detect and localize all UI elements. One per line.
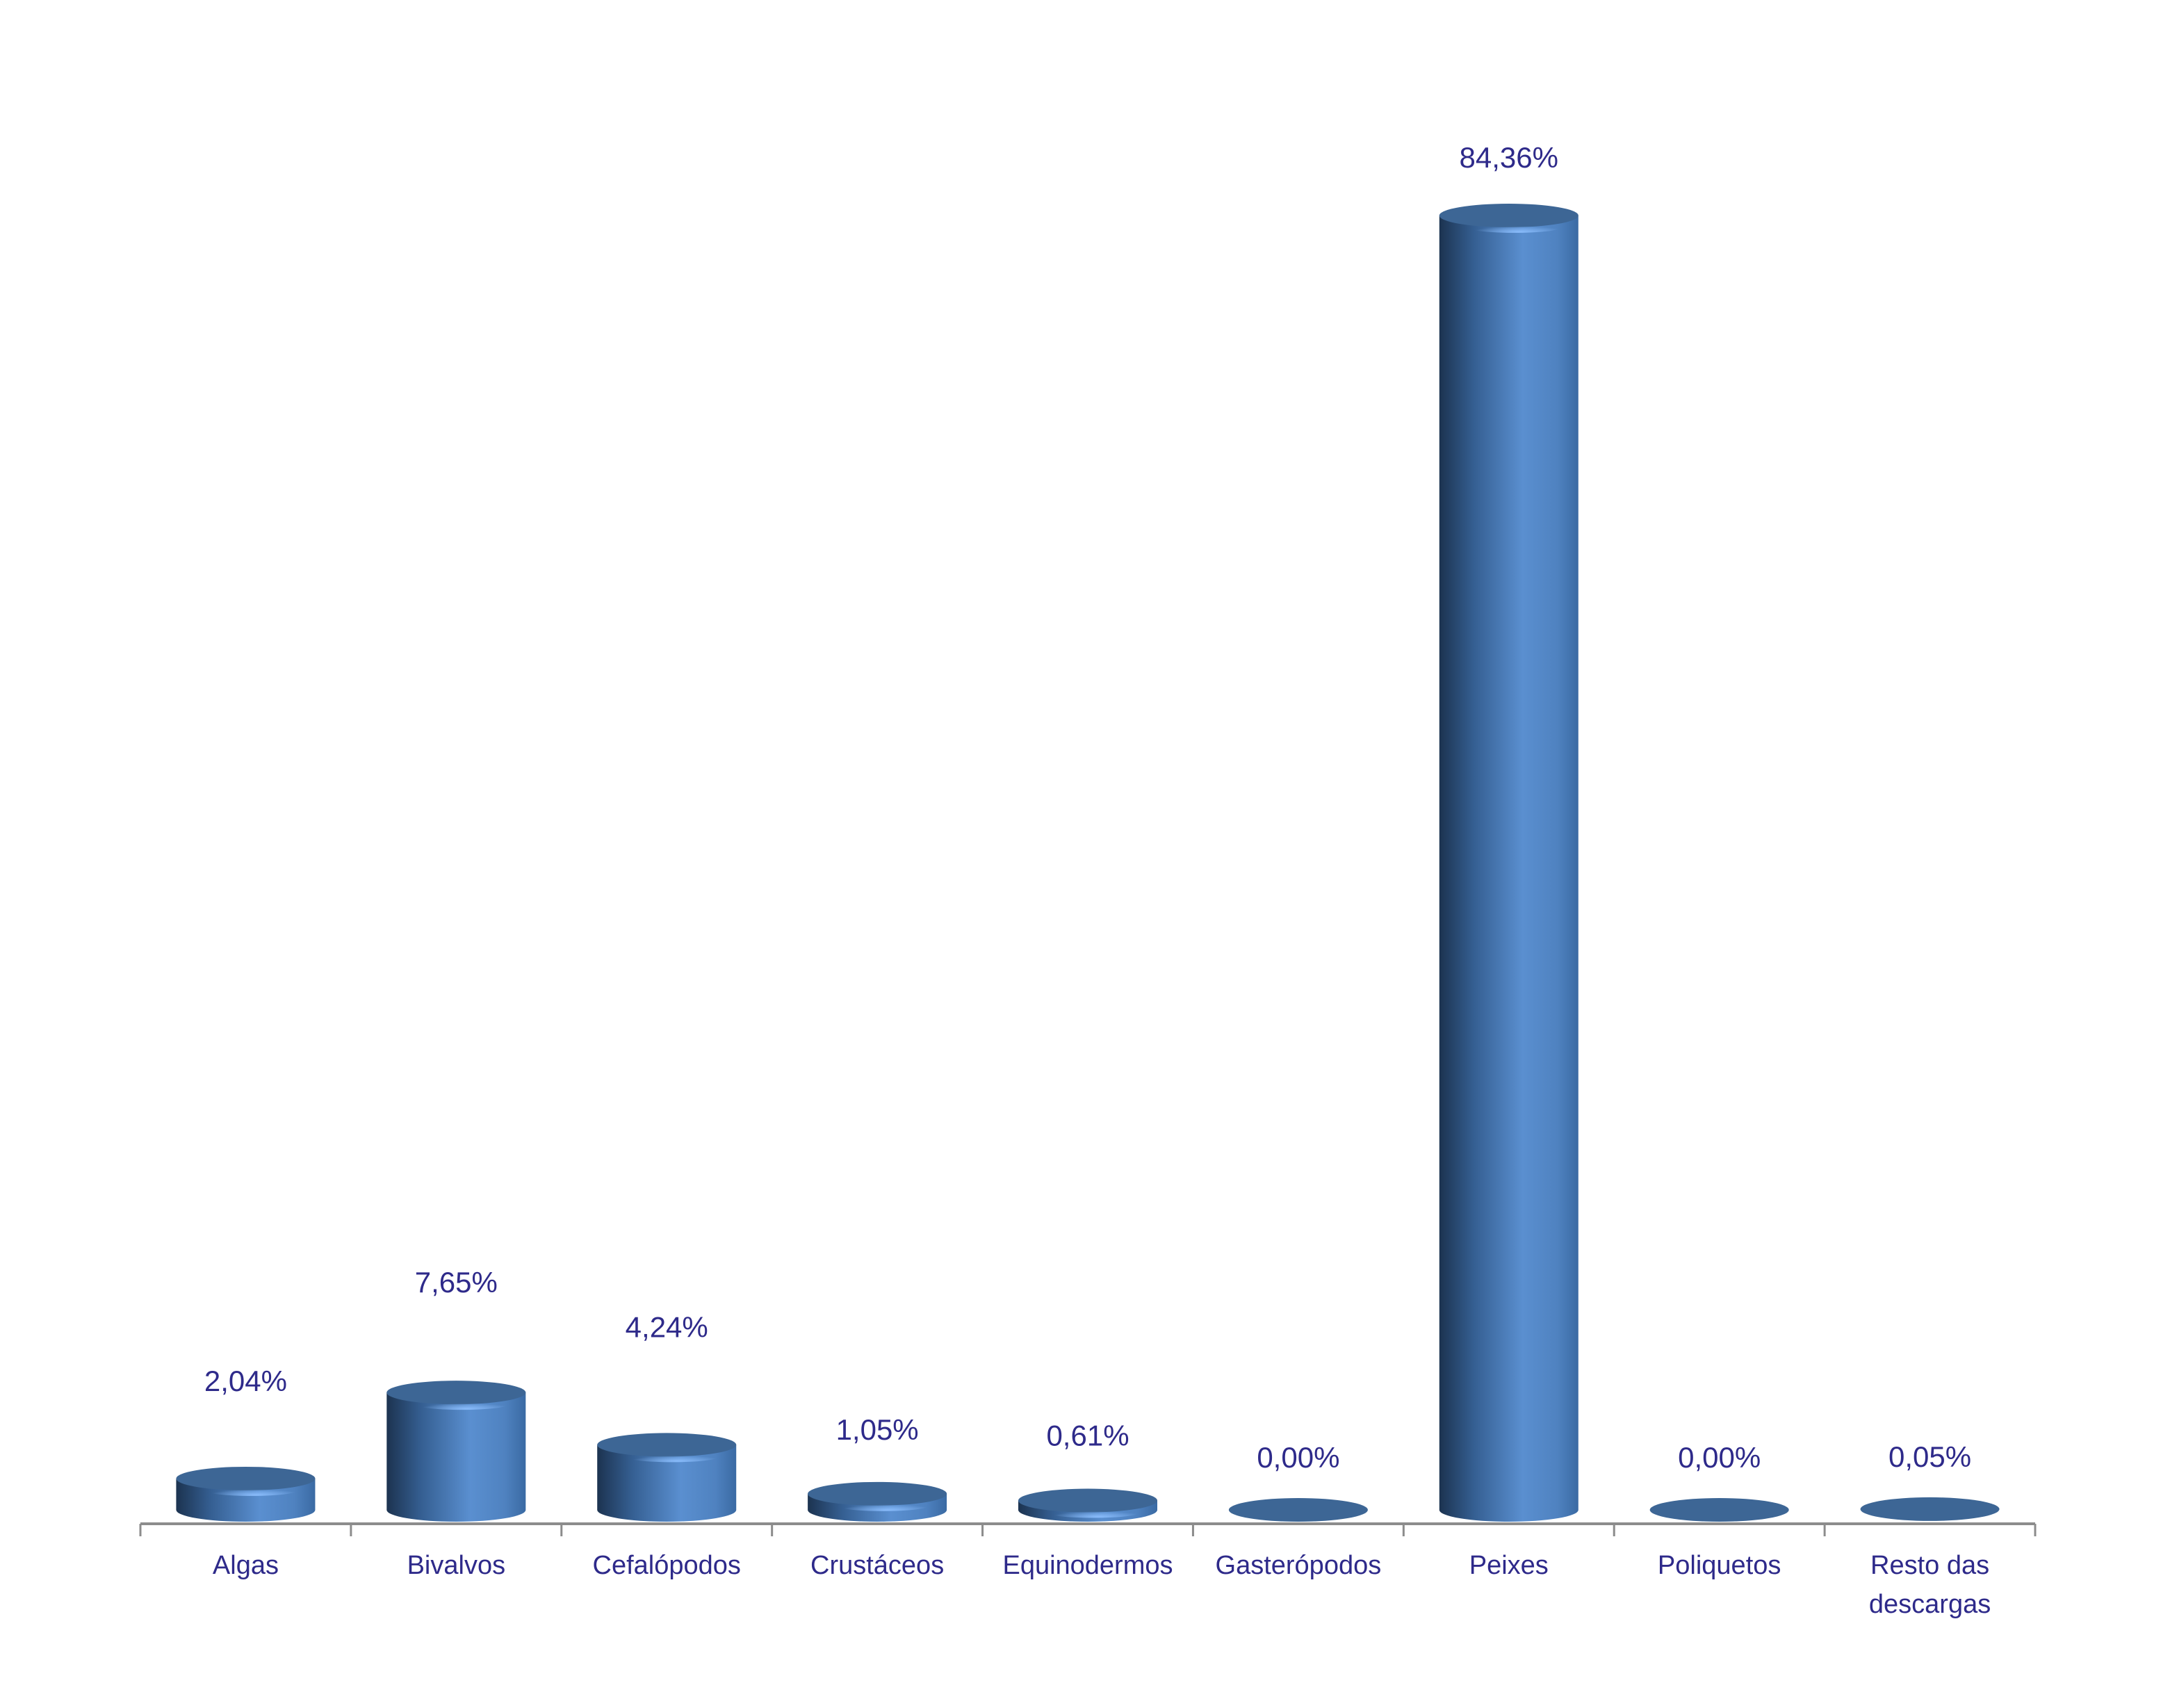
bar — [1649, 1498, 1789, 1522]
category-label: Gasterópodos — [1216, 1551, 1382, 1580]
category-label: descargas — [1869, 1590, 1991, 1619]
category-label: Equinodermos — [1002, 1551, 1173, 1580]
bar — [597, 1433, 737, 1522]
category-label: Cefalópodos — [593, 1551, 741, 1580]
data-label: 2,04% — [204, 1365, 287, 1397]
bar-cap — [1228, 1498, 1368, 1522]
bar-highlight — [836, 1499, 929, 1511]
category-label: Resto das — [1870, 1551, 1989, 1580]
category-label: Poliquetos — [1658, 1551, 1781, 1580]
bars-group — [176, 204, 2000, 1522]
data-label: 0,05% — [1888, 1440, 1971, 1473]
bar-cap — [176, 1466, 316, 1490]
bar-highlight — [415, 1399, 508, 1410]
category-label: Crustáceos — [810, 1551, 944, 1580]
bar-body — [1439, 215, 1578, 1522]
category-label: Bivalvos — [407, 1551, 506, 1580]
bar — [808, 1481, 947, 1522]
bar-body — [386, 1392, 526, 1522]
data-label: 0,00% — [1678, 1441, 1761, 1474]
bar — [176, 1466, 316, 1522]
bar-cap — [597, 1433, 737, 1457]
category-label: Peixes — [1469, 1551, 1549, 1580]
bar — [1439, 204, 1578, 1522]
bar-cap — [1860, 1497, 2000, 1521]
bar — [386, 1381, 526, 1522]
bar-highlight — [1468, 222, 1561, 233]
data-label: 0,61% — [1046, 1420, 1129, 1452]
bar-cap — [386, 1381, 526, 1405]
data-label: 0,00% — [1257, 1441, 1339, 1474]
bar-cap — [1439, 204, 1578, 227]
bar-highlight — [204, 1484, 298, 1496]
data-label: 1,05% — [836, 1413, 919, 1446]
data-label: 7,65% — [415, 1266, 498, 1299]
bar — [1860, 1497, 2000, 1521]
bar — [1228, 1498, 1368, 1522]
x-axis-ticks — [139, 1524, 2037, 1536]
data-label: 84,36% — [1460, 141, 1558, 174]
category-label: Algas — [213, 1551, 279, 1580]
bar-cap — [1649, 1498, 1789, 1522]
bar-highlight — [626, 1451, 719, 1463]
category-labels: Algas Bivalvos Cefalópodos Crustáceos Equino… — [213, 1551, 1991, 1619]
bar-cap — [1018, 1488, 1157, 1513]
data-labels: 2,04% 7,65% 4,24% 1,05% 0,61% 0,00% 84,36% 0,00… — [204, 141, 1971, 1474]
bar-cap — [808, 1481, 947, 1506]
bar-body — [597, 1445, 737, 1522]
data-label: 4,24% — [626, 1310, 708, 1343]
bar — [1018, 1488, 1157, 1522]
bar-highlight — [1047, 1506, 1140, 1518]
